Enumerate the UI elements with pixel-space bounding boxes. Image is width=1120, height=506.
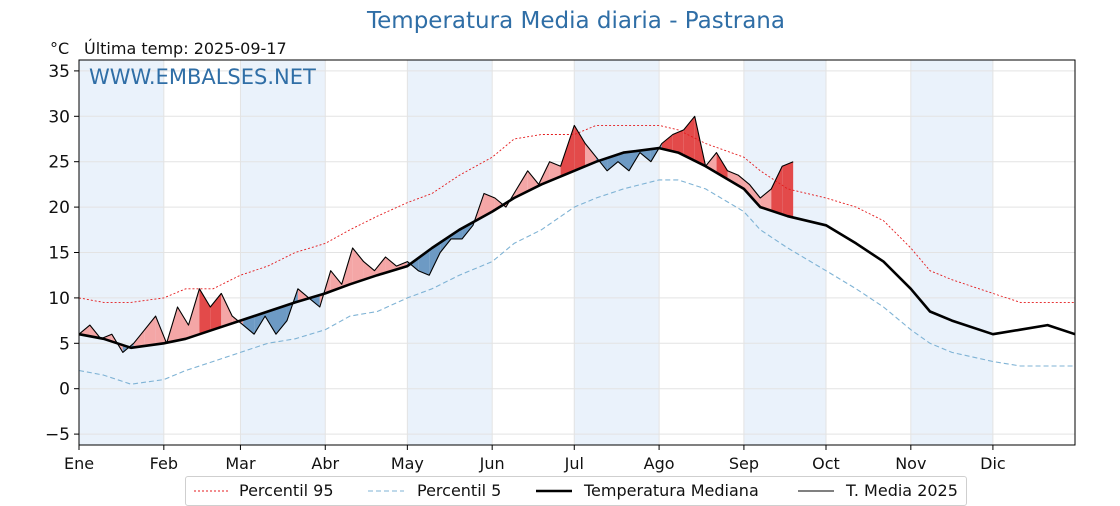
y-axis-unit: °C: [50, 39, 70, 58]
y-tick-label: 30: [48, 107, 70, 127]
median-line: [78, 146, 1076, 350]
cold-anomaly-fill: [265, 308, 277, 335]
warm-anomaly-fill: [133, 329, 145, 348]
warm-anomaly-fill: [199, 288, 211, 335]
current-year-line: [78, 115, 794, 353]
y-tick-label: −5: [45, 425, 70, 445]
cold-anomaly-fill: [429, 242, 441, 276]
warm-anomaly-fill: [210, 293, 222, 331]
warm-anomaly-fill: [771, 166, 783, 215]
x-tick-label: Ene: [64, 454, 94, 473]
x-tick-label: Sep: [729, 454, 759, 473]
legend-label-p95: Percentil 95: [239, 481, 334, 500]
legend-swatch-p95: [194, 490, 230, 492]
x-tick-label: Mar: [225, 454, 256, 473]
last-temp-label: Última temp: 2025-09-17: [84, 39, 287, 58]
x-tick-label: May: [391, 454, 424, 473]
x-tick-label: Jul: [564, 454, 584, 473]
chart-legend: Percentil 95 Percentil 5 Temperatura Med…: [185, 476, 967, 506]
warm-anomaly-fill: [363, 261, 375, 280]
warm-anomaly-fill: [760, 188, 772, 211]
warm-anomaly-fill: [144, 316, 156, 346]
warm-anomaly-fill: [177, 306, 189, 341]
y-tick-label: 0: [59, 380, 70, 400]
x-tick-label: Oct: [812, 454, 840, 473]
y-tick-label: 10: [48, 289, 70, 309]
warm-anomaly-fill: [188, 288, 200, 338]
warm-anomaly-fill: [385, 257, 397, 273]
y-tick-label: 15: [48, 244, 70, 264]
warm-anomaly-fill: [661, 134, 673, 152]
warm-anomaly-fill: [352, 247, 364, 284]
x-tick-label: Abr: [311, 454, 339, 473]
axes: 35 30 25 20 15 10 5 0 −5 Ene Feb Mar Abr May Jun Jul Ago…: [45, 59, 1076, 473]
warm-anomaly-fill: [574, 125, 586, 171]
warm-anomaly-fill: [683, 116, 695, 161]
warm-anomaly-fill: [374, 257, 386, 277]
warm-anomaly-fill: [585, 143, 597, 167]
warm-anomaly-fill: [782, 161, 794, 218]
y-tick-label: 35: [48, 62, 70, 82]
legend-swatch-current: [798, 490, 834, 492]
x-tick-label: Feb: [150, 454, 178, 473]
legend-label-p5: Percentil 5: [417, 481, 502, 500]
warm-anomaly-fill: [221, 293, 233, 327]
x-tick-label: Dic: [980, 454, 1006, 473]
x-tick-label: Ago: [644, 454, 675, 473]
cold-anomaly-fill: [639, 149, 651, 162]
warm-anomaly-fill: [749, 184, 761, 208]
watermark-text: WWW.EMBALSES.NET: [89, 65, 316, 89]
cold-anomaly-fill: [596, 157, 608, 171]
legend-swatch-median: [536, 489, 572, 493]
y-tick-label: 5: [59, 334, 70, 354]
cold-anomaly-fill: [440, 235, 452, 253]
legend-label-current: T. Media 2025: [846, 481, 958, 500]
x-tick-label: Jun: [479, 454, 505, 473]
y-tick-label: 25: [48, 153, 70, 173]
warm-anomaly-fill: [330, 270, 342, 292]
cold-anomaly-fill: [243, 316, 255, 335]
warm-anomaly-fill: [672, 129, 684, 156]
series-lines: [78, 115, 1076, 385]
legend-label-median: Temperatura Mediana: [584, 481, 759, 500]
warm-anomaly-fill: [516, 170, 528, 197]
x-tick-label: Nov: [895, 454, 926, 473]
p5-line: [78, 179, 1075, 385]
legend-swatch-p5: [368, 490, 404, 492]
warm-anomaly-fill: [549, 161, 561, 181]
warm-anomaly-fill: [716, 152, 728, 180]
grid-lines: [78, 60, 1075, 445]
chart-title: Temperatura Media diaria - Pastrana: [367, 8, 785, 34]
cold-anomaly-fill: [618, 151, 629, 171]
y-tick-label: 20: [48, 198, 70, 218]
warm-anomaly-fill: [560, 125, 575, 177]
cold-anomaly-fill: [276, 305, 287, 335]
